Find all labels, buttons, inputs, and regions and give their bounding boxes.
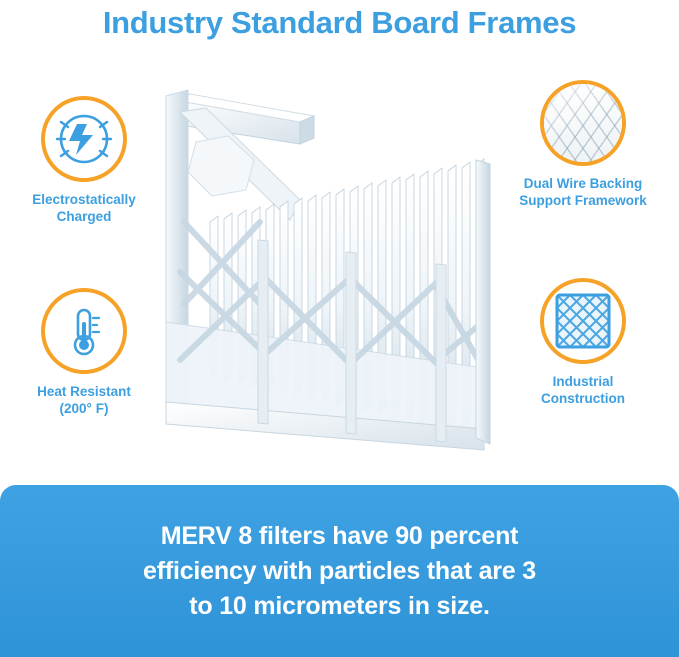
feature-caption-line2: Support Framework (519, 193, 647, 208)
feature-caption-line2: Charged (56, 209, 112, 224)
feature-icon-ring (41, 288, 127, 374)
feature-caption: Heat Resistant (200° F) (4, 383, 164, 417)
feature-caption-line1: Electrostatically (32, 192, 136, 207)
feature-electrostatically-charged: Electrostatically Charged (4, 96, 164, 225)
thermometer-icon (45, 292, 123, 370)
feature-dual-wire-backing: Dual Wire Backing Support Framework (503, 80, 663, 209)
feature-industrial-construction: Industrial Construction (503, 278, 663, 407)
banner-line1: MERV 8 filters have 90 percent (160, 521, 519, 550)
feature-icon-ring (41, 96, 127, 182)
feature-caption-line1: Dual Wire Backing (523, 176, 643, 191)
banner-line3: to 10 micrometers in size. (189, 591, 490, 620)
lightning-bolt-icon (45, 100, 123, 178)
merv-rating-banner: MERV 8 filters have 90 percent efficienc… (0, 485, 679, 657)
banner-line2: efficiency with particles that are 3 (143, 556, 536, 585)
wire-mesh-icon (544, 84, 622, 162)
feature-caption-line1: Industrial (552, 374, 614, 389)
feature-caption-line2: (200° F) (59, 401, 109, 416)
feature-heat-resistant: Heat Resistant (200° F) (4, 288, 164, 417)
feature-icon-ring (540, 278, 626, 364)
feature-caption: Industrial Construction (503, 373, 663, 407)
page-title: Industry Standard Board Frames (102, 5, 577, 40)
feature-caption: Dual Wire Backing Support Framework (503, 175, 663, 209)
feature-icon-ring (540, 80, 626, 166)
feature-caption-line1: Heat Resistant (37, 384, 131, 399)
grid-frame-icon (544, 282, 622, 360)
feature-caption-line2: Construction (541, 391, 625, 406)
feature-caption: Electrostatically Charged (4, 191, 164, 225)
banner-text: MERV 8 filters have 90 percent efficienc… (40, 519, 640, 624)
air-filter-illustration (150, 72, 510, 472)
